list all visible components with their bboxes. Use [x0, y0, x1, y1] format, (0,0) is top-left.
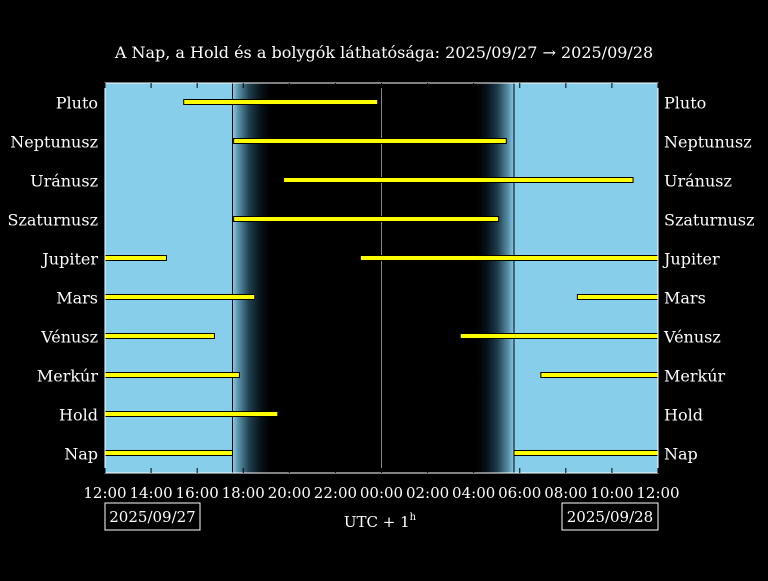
ylabel-right-hold: Hold: [664, 406, 703, 425]
bar-uranusz-1: [283, 177, 634, 183]
ylabel-left-merkur: Merkúr: [37, 367, 99, 386]
axes-frame: [104, 82, 659, 474]
visibility-bars: [104, 99, 659, 456]
bar-mars-1: [104, 294, 256, 300]
x-tick-label: 20:00: [268, 484, 311, 502]
bar-mars-2: [576, 294, 659, 300]
x-tick-label: 14:00: [129, 484, 172, 502]
ylabel-right-merkur: Merkúr: [664, 367, 726, 386]
x-tick-label: 16:00: [176, 484, 219, 502]
ylabel-right-uranusz: Uránusz: [664, 172, 732, 191]
x-tick-label: 06:00: [498, 484, 541, 502]
x-axis-label: UTC + 1h: [344, 512, 417, 531]
plot-area: [105, 83, 658, 473]
bar-pluto-1: [183, 99, 379, 105]
x-tick-label: 12:00: [83, 484, 126, 502]
ylabel-left-szaturnusz: Szaturnusz: [7, 211, 98, 230]
x-tick-label: 22:00: [314, 484, 357, 502]
bar-jupiter-2: [359, 255, 659, 261]
ylabel-left-uranusz: Uránusz: [30, 172, 98, 191]
y-labels-left: Pluto Neptunusz Uránusz Szaturnusz Jupiter Ma…: [7, 94, 98, 464]
ylabel-right-pluto: Pluto: [664, 94, 706, 113]
x-tick-label: 18:00: [222, 484, 265, 502]
bar-hold-1: [104, 411, 279, 417]
ylabel-left-neptunusz: Neptunusz: [10, 133, 98, 152]
bar-szaturnusz-1: [233, 216, 500, 222]
bar-venusz-2: [459, 333, 659, 339]
ylabel-right-neptunusz: Neptunusz: [664, 133, 752, 152]
end-date-label: 2025/09/28: [567, 508, 653, 526]
start-date-box: [104, 502, 201, 531]
x-tick-label: 04:00: [452, 484, 495, 502]
ylabel-left-hold: Hold: [59, 406, 98, 425]
twilight-dusk: [232, 83, 271, 473]
end-date-box: [561, 502, 659, 531]
ylabel-left-venusz: Vénusz: [40, 328, 98, 347]
ylabel-right-mars: Mars: [664, 289, 706, 308]
x-tick-label: 08:00: [544, 484, 587, 502]
bar-venusz-1: [104, 333, 215, 339]
ylabel-right-szaturnusz: Szaturnusz: [664, 211, 755, 230]
x-tick-labels: 12:00 14:00 16:00 18:00 20:00 22:00 00:00 02:00…: [83, 484, 679, 502]
day-sky-morning: [513, 83, 658, 473]
x-tick-label: 02:00: [406, 484, 449, 502]
ylabel-right-jupiter: Jupiter: [662, 250, 720, 269]
y-labels-right: Pluto Neptunusz Uránusz Szaturnusz Jupiter Ma…: [662, 94, 755, 464]
x-tick-label: 00:00: [360, 484, 403, 502]
ylabel-right-nap: Nap: [664, 445, 698, 464]
x-tick-label: 10:00: [590, 484, 633, 502]
bar-merkur-2: [540, 372, 659, 378]
bar-neptunusz-1: [233, 138, 507, 144]
chart-title: A Nap, a Hold és a bolygók láthatósága: …: [114, 43, 653, 62]
ylabel-left-jupiter: Jupiter: [40, 250, 98, 269]
ylabel-left-pluto: Pluto: [56, 94, 98, 113]
bar-jupiter-1: [104, 255, 167, 261]
ylabel-right-venusz: Vénusz: [663, 328, 721, 347]
ylabel-left-nap: Nap: [64, 445, 98, 464]
x-tick-label: 12:00: [636, 484, 679, 502]
bar-nap-2: [513, 450, 659, 456]
bar-nap-1: [104, 450, 233, 456]
ylabel-left-mars: Mars: [56, 289, 98, 308]
twilight-dawn: [477, 83, 514, 473]
bar-merkur-1: [104, 372, 240, 378]
day-sky-evening: [105, 83, 233, 473]
start-date-label: 2025/09/27: [109, 508, 195, 526]
